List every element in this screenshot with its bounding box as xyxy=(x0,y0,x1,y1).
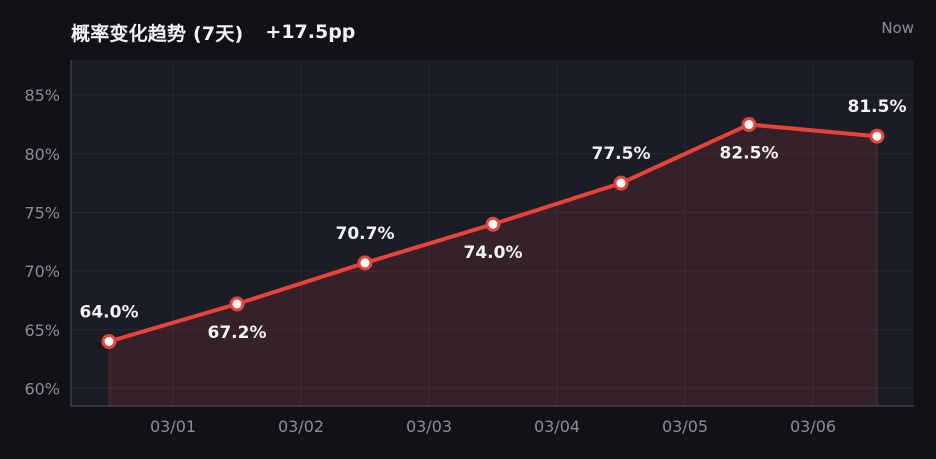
y-tick-label: 80% xyxy=(24,145,60,164)
area-fill xyxy=(109,124,877,406)
data-point xyxy=(485,216,501,232)
x-tick-label: 03/02 xyxy=(278,417,324,436)
plot-area xyxy=(71,60,914,406)
data-label: 82.5% xyxy=(720,144,779,164)
chart-header: 概率变化趋势 (7天) +17.5pp xyxy=(71,18,355,46)
data-label: 64.0% xyxy=(80,302,139,322)
data-label: 77.5% xyxy=(592,144,651,164)
change-value: +17.5pp xyxy=(265,21,356,43)
x-tick-label: 03/05 xyxy=(662,417,708,436)
data-label: 67.2% xyxy=(208,323,267,343)
data-label: 81.5% xyxy=(848,97,907,117)
now-indicator: Now xyxy=(881,19,914,37)
data-point xyxy=(357,255,373,271)
y-tick-label: 60% xyxy=(24,379,60,398)
data-label: 70.7% xyxy=(336,224,395,244)
x-tick-label: 03/01 xyxy=(150,417,196,436)
y-tick-label: 75% xyxy=(24,203,60,222)
x-tick-label: 03/04 xyxy=(534,417,580,436)
x-tick-label: 03/06 xyxy=(790,417,836,436)
data-label: 74.0% xyxy=(464,243,523,263)
y-tick-label: 65% xyxy=(24,321,60,340)
data-point xyxy=(741,117,757,133)
y-tick-label: 85% xyxy=(24,86,60,105)
y-tick-label: 70% xyxy=(24,262,60,281)
data-point xyxy=(101,333,117,349)
data-point xyxy=(613,175,629,191)
chart-title: 概率变化趋势 (7天) xyxy=(71,22,244,45)
data-point xyxy=(229,296,245,312)
data-point xyxy=(869,128,885,144)
x-tick-label: 03/03 xyxy=(406,417,452,436)
